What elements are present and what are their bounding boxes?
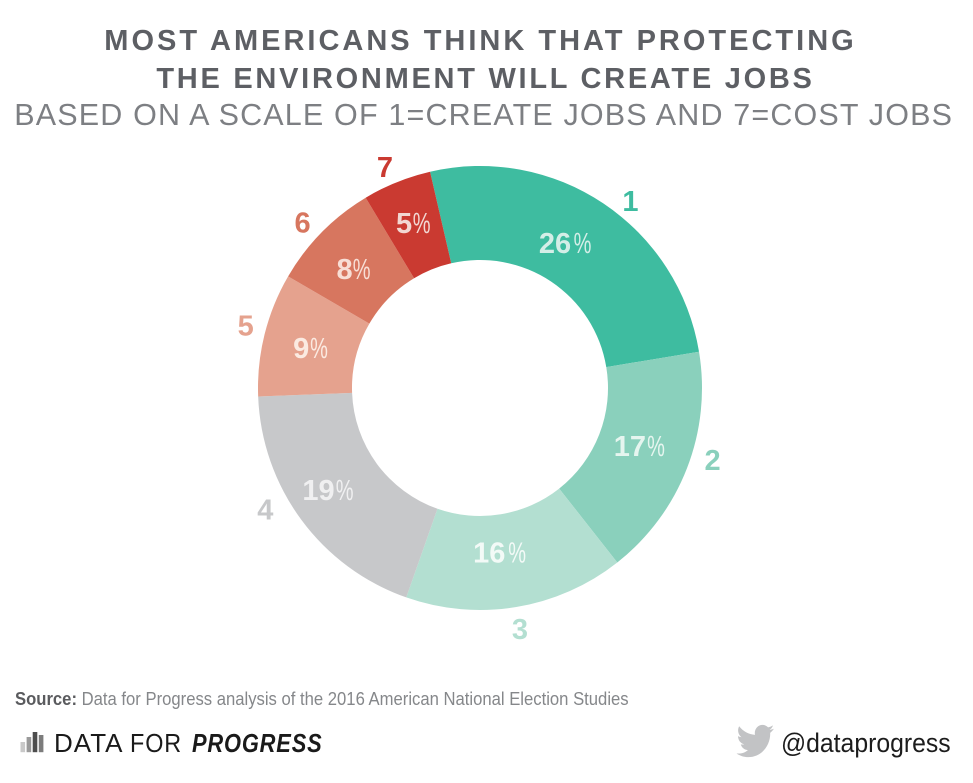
svg-text:%: % (336, 475, 354, 508)
svg-text:17: 17 (614, 431, 646, 463)
svg-text:19: 19 (302, 475, 334, 507)
svg-text:%: % (310, 332, 328, 365)
svg-text:4: 4 (257, 495, 273, 527)
svg-text:6: 6 (295, 207, 311, 239)
svg-text:%: % (508, 537, 526, 570)
svg-text:16: 16 (473, 538, 505, 570)
svg-text:8: 8 (336, 254, 352, 286)
svg-text:9: 9 (293, 333, 309, 365)
svg-text:%: % (413, 207, 431, 240)
svg-text:26: 26 (539, 228, 571, 260)
svg-text:1: 1 (622, 186, 638, 218)
svg-text:%: % (647, 430, 665, 463)
svg-text:5: 5 (396, 208, 412, 240)
svg-text:2: 2 (705, 445, 721, 477)
svg-text:%: % (353, 253, 371, 286)
svg-text:7: 7 (377, 152, 393, 184)
svg-text:5: 5 (238, 310, 254, 342)
svg-text:%: % (574, 227, 592, 260)
svg-text:3: 3 (512, 614, 528, 646)
